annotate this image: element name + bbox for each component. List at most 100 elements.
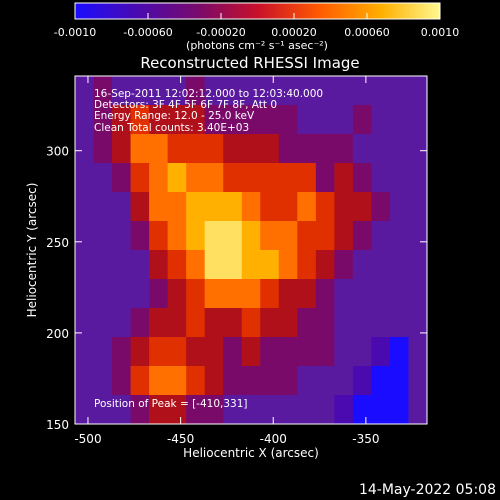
heatmap-cell — [112, 221, 132, 251]
heatmap-cell — [167, 163, 187, 193]
heatmap-cell — [186, 163, 206, 193]
heatmap-cell — [186, 366, 206, 396]
heatmap-cell — [389, 308, 410, 338]
heatmap-cell — [408, 366, 427, 396]
heatmap-cell — [389, 192, 410, 222]
heatmap-cell — [241, 337, 261, 367]
heatmap-cell — [408, 337, 427, 367]
heatmap-cell — [260, 134, 280, 164]
heatmap-cell — [297, 221, 317, 251]
heatmap-cell — [297, 395, 317, 424]
heatmap-cell — [315, 163, 335, 193]
heatmap-cell — [389, 279, 410, 309]
heatmap-cell — [260, 279, 280, 309]
heatmap-cell — [241, 76, 261, 106]
heatmap-cell — [241, 134, 261, 164]
heatmap-cell — [334, 76, 354, 106]
heatmap-cell — [93, 221, 113, 251]
heatmap-cell — [352, 105, 373, 135]
heatmap-cell — [75, 163, 95, 193]
heatmap-cell — [260, 221, 280, 251]
heatmap-cell — [204, 366, 224, 396]
heatmap-cell — [149, 163, 169, 193]
heatmap-cell — [278, 250, 298, 280]
heatmap-cell — [204, 279, 224, 309]
colorbar-unit-label: (photons cm⁻² s⁻¹ asec⁻²) — [186, 39, 328, 52]
heatmap-cell — [149, 395, 169, 424]
heatmap-cell — [93, 105, 113, 135]
heatmap-cell — [112, 308, 132, 338]
heatmap-cell — [241, 279, 261, 309]
heatmap-cell — [408, 134, 427, 164]
heatmap-cell — [167, 279, 187, 309]
heatmap-cell — [408, 308, 427, 338]
heatmap-cell — [149, 76, 169, 106]
heatmap-cell — [130, 76, 150, 106]
heatmap-cell — [352, 308, 373, 338]
heatmap-cell — [371, 105, 391, 135]
heatmap-cell — [371, 221, 391, 251]
chart-title: Reconstructed RHESSI Image — [140, 54, 359, 72]
heatmap-cell — [352, 395, 373, 424]
heatmap-cell — [149, 221, 169, 251]
heatmap-cell — [352, 192, 373, 222]
heatmap-cell — [149, 279, 169, 309]
heatmap-cell — [371, 395, 391, 424]
heatmap-cell — [130, 163, 150, 193]
heatmap-cell — [186, 279, 206, 309]
heatmap-cell — [352, 250, 373, 280]
plot-frame — [74, 75, 428, 425]
heatmap-cell — [167, 250, 187, 280]
colorbar-tick-label: -0.00060 — [123, 26, 172, 39]
heatmap-cell — [389, 366, 410, 396]
heatmap-cell — [278, 395, 298, 424]
heatmap-cell — [297, 279, 317, 309]
heatmap-cell — [112, 76, 132, 106]
heatmap-cell — [167, 395, 187, 424]
heatmap-cell — [334, 366, 354, 396]
heatmap-cell — [130, 366, 150, 396]
heatmap-cell — [167, 76, 187, 106]
heatmap-cell — [112, 192, 132, 222]
x-tick-label: -400 — [260, 432, 287, 446]
heatmap-cell — [334, 221, 354, 251]
heatmap-cell — [186, 192, 206, 222]
heatmap-cell — [223, 105, 243, 135]
heatmap-cell — [389, 134, 410, 164]
heatmap-cell — [371, 308, 391, 338]
heatmap-cell — [371, 279, 391, 309]
heatmap-cell — [186, 250, 206, 280]
heatmap-cell — [334, 395, 354, 424]
heatmap-cell — [93, 308, 113, 338]
y-tick-label: 150 — [46, 418, 69, 432]
heatmap-cell — [167, 221, 187, 251]
annotation-detectors: Detectors: 3F 4F 5F 6F 7F 8F, Att 0 — [94, 99, 277, 111]
heatmap-cell — [75, 279, 95, 309]
y-tick-label: 250 — [46, 236, 69, 250]
heatmap-cell — [75, 395, 95, 424]
heatmap-cell — [315, 192, 335, 222]
annotation-peak: Position of Peak = [-410,331] — [94, 398, 248, 410]
heatmap-cell — [93, 366, 113, 396]
heatmap-cell — [241, 192, 261, 222]
heatmap-cell — [241, 395, 261, 424]
x-axis-label: Heliocentric X (arcsec) — [183, 446, 319, 460]
heatmap-cell — [371, 250, 391, 280]
heatmap-cell — [260, 337, 280, 367]
heatmap-cell — [112, 337, 132, 367]
heatmap-cell — [371, 366, 391, 396]
heatmap-cell — [297, 134, 317, 164]
heatmap-cell — [204, 192, 224, 222]
annotation-energy: Energy Range: 12.0 - 25.0 keV — [94, 110, 255, 122]
heatmap-cell — [371, 134, 391, 164]
heatmap-cell — [260, 366, 280, 396]
heatmap-cell — [130, 308, 150, 338]
heatmap-cell — [389, 105, 410, 135]
heatmap-cell — [389, 250, 410, 280]
heatmap-cell — [112, 163, 132, 193]
heatmap-cell — [334, 192, 354, 222]
heatmap-cell — [75, 308, 95, 338]
heatmap-cell — [112, 395, 132, 424]
heatmap-cell — [241, 250, 261, 280]
heatmap-cell — [408, 279, 427, 309]
